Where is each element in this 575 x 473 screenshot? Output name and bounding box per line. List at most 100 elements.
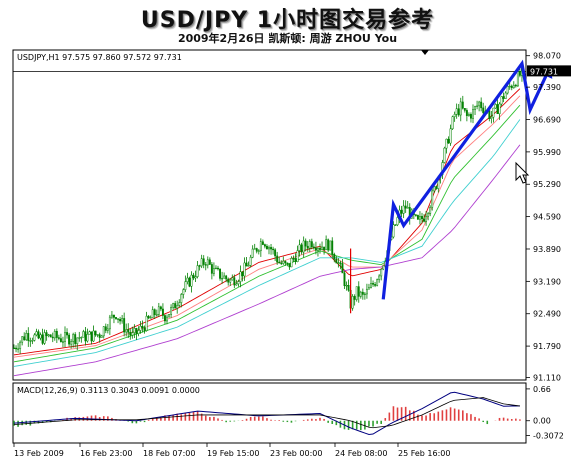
candle-body (188, 277, 191, 287)
macd-bar (372, 420, 374, 427)
candle-body (476, 105, 479, 107)
candle-body (237, 281, 240, 285)
macd-bar (347, 420, 350, 430)
candle-body (153, 309, 156, 315)
price-tick-label: 94.590 (533, 213, 561, 222)
macd-bar (421, 415, 423, 421)
current-price-box (527, 65, 571, 77)
macd-bar (462, 410, 464, 421)
candle-body (359, 291, 362, 297)
candles (13, 63, 523, 354)
macd-bar (396, 407, 399, 421)
candle-body (419, 216, 421, 220)
candle-body (402, 205, 405, 214)
candle-body (33, 334, 36, 341)
candle-body (221, 278, 224, 280)
mouse-cursor-icon (515, 161, 530, 184)
candle-body (286, 262, 289, 264)
macd-tick-label: -0.3072 (533, 432, 564, 441)
candle-body (235, 283, 238, 286)
candle-body (423, 218, 425, 222)
candle-body (465, 110, 468, 116)
macd-bar (470, 414, 472, 421)
macd-bar (192, 411, 195, 421)
candle-body (268, 247, 270, 250)
candle-body (504, 92, 507, 99)
candle-body (74, 334, 77, 344)
candle-body (276, 255, 279, 263)
macd-bar (102, 416, 105, 421)
candle-body (255, 248, 258, 252)
candle-body (182, 289, 185, 295)
chart-subtitle: 2009年2月26日 凯斯顿: 周游 ZHOU You (177, 32, 398, 45)
candle-body (266, 245, 268, 250)
macd-bar (339, 420, 342, 428)
macd-bar (355, 420, 358, 430)
macd-bar (282, 420, 285, 422)
candle-body (455, 108, 458, 115)
macd-bar (417, 414, 419, 421)
candle-body (368, 287, 370, 290)
candle-body (27, 333, 30, 341)
candle-body (127, 329, 130, 333)
candle-body (192, 274, 195, 279)
candle-body (166, 316, 168, 322)
macd-bar (143, 420, 146, 423)
macd-bar (266, 418, 268, 421)
candle-body (100, 335, 103, 338)
candle-body (196, 265, 199, 277)
macd-bar (323, 418, 325, 421)
candle-body (88, 331, 91, 335)
time-tick-label: 19 Feb 15:00 (207, 449, 259, 458)
candle-body (351, 296, 354, 309)
macd-bar (258, 416, 260, 421)
candle-body (66, 332, 68, 336)
candle-body (245, 262, 248, 267)
candle-body (290, 258, 293, 268)
macd-bar (147, 419, 150, 421)
candle-body (319, 248, 321, 250)
candle-body (253, 248, 256, 250)
candle-body (45, 332, 48, 337)
macd-bar (168, 415, 170, 421)
candle-body (125, 329, 128, 333)
candle-body (463, 108, 466, 111)
candle-body (284, 260, 287, 264)
macd-bar (270, 419, 272, 421)
candle-body (392, 224, 395, 238)
time-tick-label: 24 Feb 08:00 (335, 449, 387, 458)
candle-body (249, 256, 252, 266)
macd-bar (245, 418, 248, 421)
candle-body (147, 315, 150, 319)
macd-bar (486, 420, 489, 425)
macd-bar (229, 420, 232, 422)
candle-body (280, 262, 283, 264)
candle-body (135, 328, 138, 334)
macd-bar (196, 411, 199, 421)
macd-label: MACD(12,26,9) 0.3113 0.3043 0.0091 0.000… (17, 386, 200, 395)
moving-average-line (13, 104, 521, 363)
time-tick-label: 16 Feb 23:00 (80, 449, 132, 458)
price-tick-label: 91.110 (533, 374, 561, 383)
macd-bar (331, 420, 334, 424)
candle-body (21, 336, 24, 343)
candle-body (155, 314, 158, 316)
candle-body (325, 239, 328, 251)
candle-body (72, 334, 75, 342)
macd-bar (139, 420, 142, 422)
candle-body (453, 114, 456, 117)
price-tick-label: 98.070 (533, 52, 561, 61)
macd-bar (156, 417, 158, 421)
moving-averages (13, 88, 521, 377)
macd-bar (466, 413, 468, 421)
macd-bar (160, 417, 162, 421)
macd-bar (474, 416, 476, 421)
candle-body (35, 331, 38, 336)
candle-body (206, 259, 209, 266)
candle-body (117, 318, 119, 320)
candle-body (115, 317, 117, 319)
candle-body (131, 332, 134, 336)
candle-body (492, 107, 495, 118)
macd-bar (45, 420, 48, 422)
macd-bar (41, 420, 44, 423)
